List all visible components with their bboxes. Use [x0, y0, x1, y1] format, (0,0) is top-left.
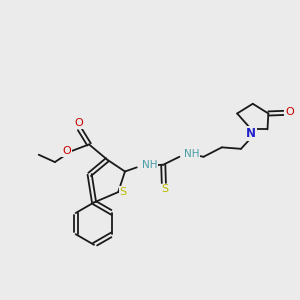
Text: O: O — [75, 118, 83, 128]
Text: O: O — [62, 146, 71, 157]
Text: S: S — [120, 187, 127, 197]
Text: NH: NH — [142, 160, 157, 170]
Text: N: N — [246, 127, 256, 140]
Text: NH: NH — [184, 148, 200, 158]
Text: O: O — [285, 107, 294, 117]
Text: S: S — [161, 184, 168, 194]
